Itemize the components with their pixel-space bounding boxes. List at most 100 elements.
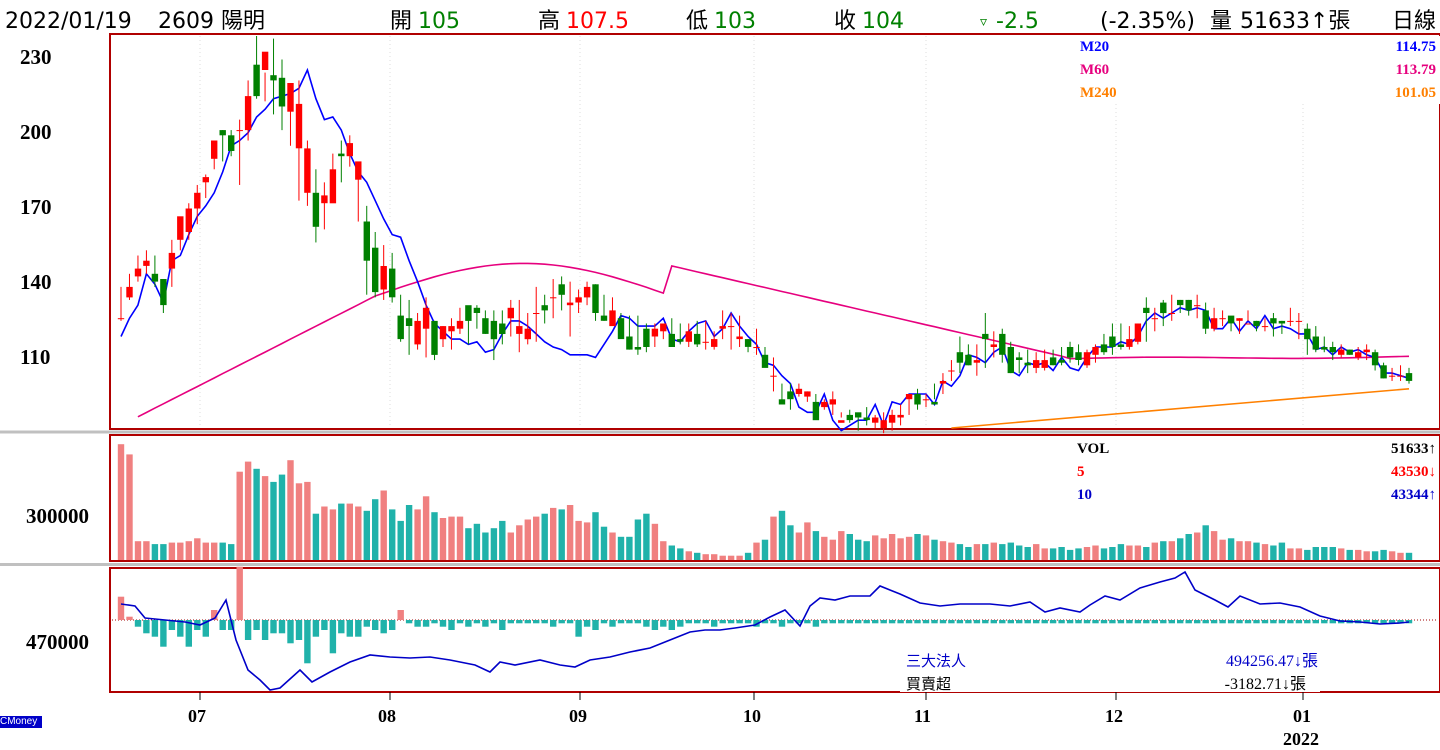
candle: [855, 412, 862, 431]
candle-body: [1244, 323, 1252, 325]
candle: [321, 182, 328, 230]
volume-label: 量: [1210, 9, 1232, 34]
institution-net-bar: [1388, 620, 1396, 624]
candle: [1109, 323, 1116, 355]
volume-bar: [787, 525, 794, 560]
institution-net-bar: [982, 620, 989, 624]
candle-body: [465, 305, 472, 321]
institution-net-bar: [694, 620, 701, 624]
candle: [185, 203, 192, 240]
candle-body: [1397, 375, 1404, 377]
volume-bar: [550, 507, 557, 560]
candle-body: [439, 326, 447, 340]
institution-net-bar: [236, 566, 243, 620]
candle-body: [1117, 344, 1125, 347]
volume-bar: [1278, 542, 1286, 560]
candle: [1075, 344, 1082, 366]
volume-bar: [626, 536, 633, 560]
candle: [134, 255, 142, 282]
institution-net-bar: [812, 620, 820, 627]
candle: [414, 313, 421, 350]
volume-axis-tick: 300000: [26, 504, 89, 528]
candle: [236, 119, 243, 185]
candle-body: [931, 401, 938, 405]
candle: [677, 323, 684, 345]
institution-net-bar: [117, 596, 125, 620]
legend-vol5-name: 5: [1077, 464, 1085, 480]
volume-bar: [346, 503, 353, 560]
institution-net-bar: [1287, 620, 1294, 624]
change-percent: (-2.35%): [1100, 9, 1195, 34]
low-value: 103: [714, 9, 756, 34]
institution-net-bar: [414, 620, 421, 627]
candle-body: [660, 323, 667, 332]
institution-net-bar: [939, 620, 947, 624]
volume-bar: [566, 505, 574, 560]
volume-bar: [126, 454, 133, 560]
candle: [202, 174, 209, 199]
volume-bar: [821, 536, 828, 560]
candle: [702, 320, 709, 350]
candle-body: [1194, 305, 1201, 307]
institution-net-bar: [1363, 620, 1370, 624]
year-tick: 2022: [1283, 729, 1319, 749]
institution-bars: [117, 566, 1413, 664]
candle-body: [516, 326, 523, 334]
candle: [1058, 346, 1065, 366]
candle: [1049, 349, 1057, 366]
institution-net-bar: [1160, 620, 1167, 624]
institution-net-bar: [1405, 620, 1413, 624]
institution-net-bar: [160, 620, 167, 647]
candle: [312, 169, 320, 243]
institution-net-bar: [821, 620, 828, 624]
institution-net-bar: [1016, 620, 1023, 624]
volume-bar: [651, 523, 659, 560]
candle: [1202, 302, 1209, 334]
candle-body: [524, 328, 531, 340]
institution-net-bar: [143, 620, 150, 634]
candle-body: [244, 96, 252, 131]
candle: [736, 315, 743, 347]
institution-net-bar: [304, 620, 311, 664]
volume-bar: [1049, 548, 1057, 560]
candle: [304, 140, 311, 206]
candle: [668, 318, 675, 347]
candle: [694, 320, 701, 347]
institution-net-bar: [321, 620, 328, 630]
candle: [278, 59, 286, 131]
volume-bar: [202, 542, 209, 560]
institution-net-bar: [1210, 620, 1218, 624]
volume-bar: [1126, 545, 1133, 560]
candle-body: [846, 414, 853, 421]
candle: [770, 357, 777, 392]
month-tick: 10: [743, 706, 761, 726]
candle-body: [168, 252, 176, 269]
candle: [270, 38, 277, 115]
candle-body: [1329, 347, 1336, 353]
volume-bar: [473, 523, 481, 560]
institution-net-bar: [736, 620, 743, 624]
volume-bar: [482, 532, 489, 560]
candle-body: [566, 302, 574, 306]
candle-body: [202, 177, 209, 183]
volume-bar: [795, 532, 803, 560]
quote-date: 2022/01/19: [5, 9, 132, 34]
volume-bar: [905, 536, 913, 560]
candle-body: [126, 286, 133, 298]
volume-bar: [1227, 538, 1235, 560]
candle: [1244, 310, 1252, 325]
volume-bar: [982, 544, 989, 560]
candle: [397, 294, 404, 342]
candle: [566, 281, 574, 337]
candle-body: [1287, 320, 1294, 322]
institution-legend-box: [900, 648, 1320, 692]
candle: [507, 299, 514, 337]
volume-bar: [1321, 547, 1328, 560]
candle-body: [236, 130, 243, 132]
candle-body: [838, 420, 845, 423]
institution-net-bar: [1371, 620, 1379, 624]
candle-body: [1371, 352, 1379, 366]
candle: [1092, 344, 1099, 363]
candle-body: [1041, 360, 1048, 368]
volume-bar: [778, 510, 786, 560]
